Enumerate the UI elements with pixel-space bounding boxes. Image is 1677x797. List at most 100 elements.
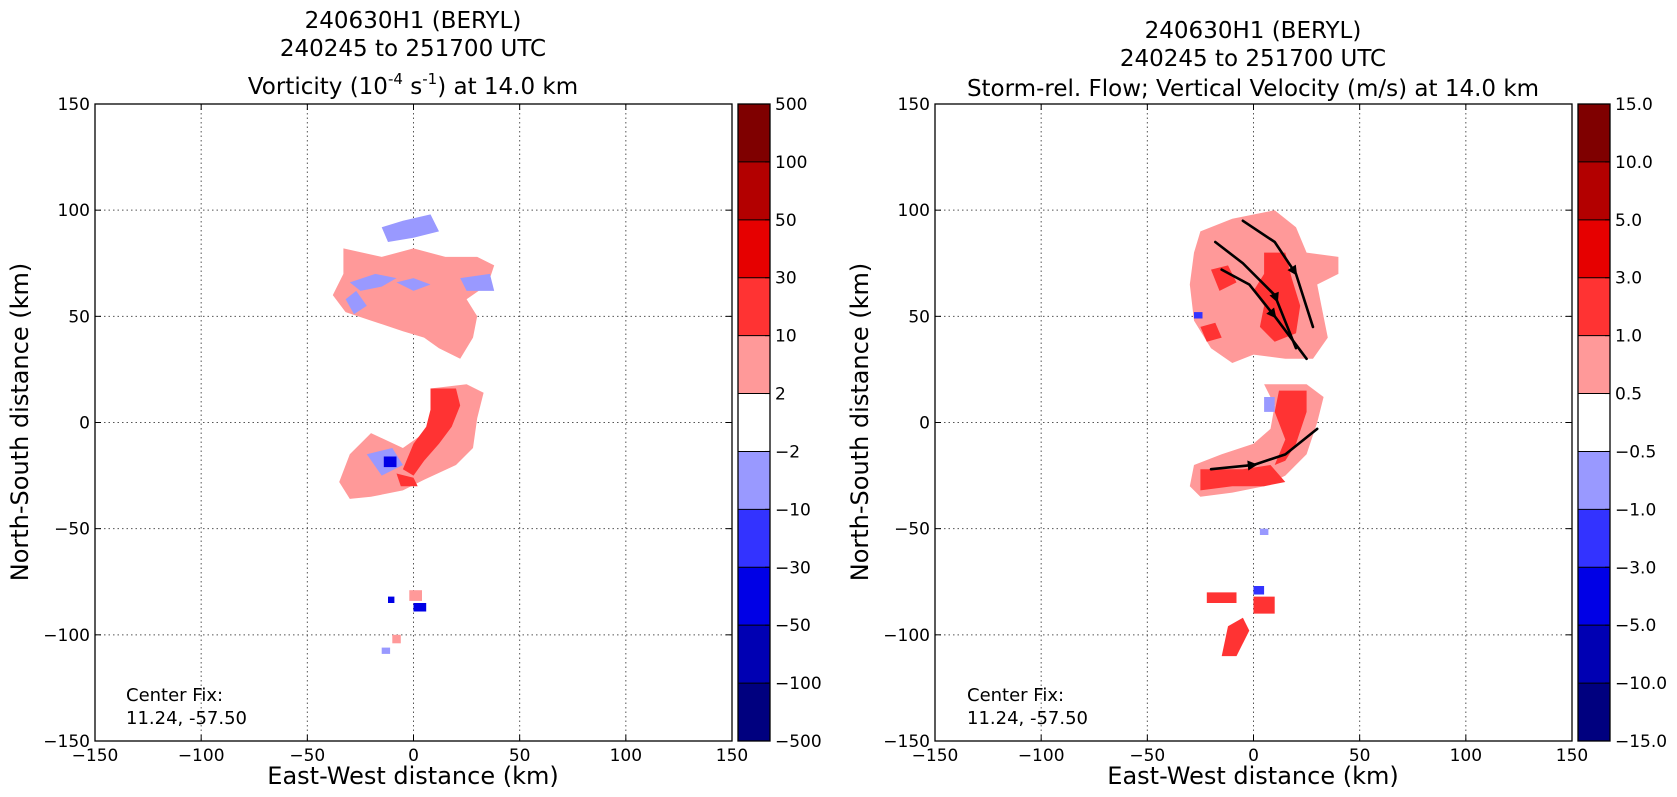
field-region bbox=[345, 290, 367, 315]
streamline bbox=[1209, 427, 1319, 471]
x-tick-label: −150 bbox=[912, 746, 959, 766]
title-sup-1: -4 bbox=[388, 70, 403, 88]
field-region bbox=[396, 473, 418, 487]
streamline bbox=[1220, 268, 1308, 361]
colorbar-band bbox=[1578, 451, 1610, 510]
field-region bbox=[1274, 390, 1307, 465]
title-line-1: 240630H1 (BERYL) bbox=[305, 8, 522, 34]
colorbar-band bbox=[738, 104, 770, 162]
colorbar-band bbox=[1578, 509, 1610, 568]
colorbar-tick-label: −1.0 bbox=[1615, 500, 1656, 520]
title-line-2: 240245 to 251700 UTC bbox=[1120, 46, 1386, 72]
colorbar-tick-label: 10 bbox=[775, 327, 797, 347]
colorbar-band bbox=[1578, 219, 1610, 278]
y-tick-label: 150 bbox=[58, 95, 90, 115]
colorbar-tick-label: −3.0 bbox=[1615, 558, 1656, 578]
colorbar-frame bbox=[1577, 103, 1611, 742]
y-axis-label: North-South distance (km) bbox=[846, 263, 874, 582]
streamline-arrow bbox=[1287, 264, 1298, 276]
colorbar-band bbox=[738, 451, 770, 510]
field-region bbox=[1206, 592, 1237, 603]
colorbar-tick-label: −10 bbox=[775, 500, 811, 520]
colorbar-tick-label: 10.0 bbox=[1615, 153, 1653, 173]
colorbar-band bbox=[738, 683, 770, 741]
colorbar-band bbox=[738, 393, 770, 452]
center-fix-label: Center Fix: bbox=[126, 685, 223, 706]
field-region bbox=[409, 590, 422, 601]
y-tick-label: 100 bbox=[58, 201, 90, 221]
colorbar-band bbox=[1578, 567, 1610, 626]
y-tick-label: −50 bbox=[894, 520, 930, 540]
y-tick-label: −150 bbox=[883, 732, 930, 752]
colorbar-band bbox=[1578, 277, 1610, 336]
field-region bbox=[1211, 265, 1237, 291]
x-tick-label: 100 bbox=[610, 746, 642, 766]
x-tick-label: −100 bbox=[178, 746, 225, 766]
colorbar-tick-label: −10.0 bbox=[1615, 674, 1667, 694]
colorbar-band bbox=[738, 161, 770, 220]
field-region bbox=[392, 634, 401, 644]
field-region bbox=[460, 273, 495, 291]
colorbar-band bbox=[1578, 104, 1610, 162]
colorbar-band bbox=[1578, 683, 1610, 741]
colorbar-tick-label: 100 bbox=[775, 153, 807, 173]
vorticity-field bbox=[332, 214, 495, 654]
storm-relative-streamlines bbox=[1209, 219, 1319, 471]
y-tick-label: −150 bbox=[43, 732, 90, 752]
colorbar-tick-label: 0.5 bbox=[1615, 385, 1642, 405]
x-tick-label: 100 bbox=[1450, 746, 1482, 766]
streamline bbox=[1213, 240, 1298, 350]
colorbar-tick-label: 500 bbox=[775, 95, 807, 115]
vertical-velocity-field bbox=[1189, 210, 1339, 657]
x-tick-label: 150 bbox=[716, 746, 748, 766]
x-tick-label: 50 bbox=[509, 746, 531, 766]
field-region bbox=[1264, 397, 1275, 412]
y-tick-label: 150 bbox=[898, 95, 930, 115]
x-tick-label: −50 bbox=[1129, 746, 1165, 766]
colorbar-band bbox=[738, 277, 770, 336]
axis-ticks: −150 −100 −50 0 50 100 150 −150 −100 −50 0 50 100 150 bbox=[883, 95, 1588, 766]
y-tick-label: 50 bbox=[908, 307, 930, 327]
colorbar-tick-label: 50 bbox=[775, 211, 797, 231]
y-tick-label: −100 bbox=[43, 626, 90, 646]
colorbar-band bbox=[738, 219, 770, 278]
field-region bbox=[349, 273, 397, 291]
colorbar-tick-label: −2 bbox=[775, 442, 800, 462]
title-suffix: ) at 14.0 km bbox=[437, 74, 578, 100]
colorbar-tick-label: −50 bbox=[775, 616, 811, 636]
center-fix-label: Center Fix: bbox=[967, 685, 1064, 706]
streamline-arrow bbox=[1266, 307, 1277, 319]
y-tick-label: 100 bbox=[898, 201, 930, 221]
colorbar-band bbox=[738, 567, 770, 626]
field-region bbox=[413, 603, 427, 612]
colorbar-tick-label: −100 bbox=[775, 674, 822, 694]
plot-background bbox=[95, 104, 732, 741]
title-sup-2: -1 bbox=[422, 70, 437, 88]
x-axis-label: East-West distance (km) bbox=[1107, 762, 1398, 790]
colorbar-tick-label: 5.0 bbox=[1615, 211, 1642, 231]
vorticity-colorbar: 500 100 50 30 10 2 −2 −10 −30 −50 −100 −500 bbox=[737, 95, 822, 752]
x-tick-label: −100 bbox=[1018, 746, 1065, 766]
colorbar-tick-label: −30 bbox=[775, 558, 811, 578]
x-tick-label: 50 bbox=[1349, 746, 1371, 766]
field-region bbox=[383, 456, 397, 468]
colorbar-tick-label: −500 bbox=[775, 732, 822, 752]
field-region bbox=[388, 596, 395, 603]
center-fix-value: 11.24, -57.50 bbox=[967, 708, 1088, 729]
colorbar-band bbox=[1578, 393, 1610, 452]
field-region bbox=[402, 388, 461, 476]
plot-background bbox=[935, 104, 1572, 741]
y-tick-label: 0 bbox=[919, 414, 930, 434]
axis-ticks: −150 −100 −50 0 50 100 150 −150 −100 −50 0 50 100 150 bbox=[43, 95, 748, 766]
colorbar-tick-label: 2 bbox=[775, 385, 786, 405]
title-line-3: Vorticity (10-4 s-1) at 14.0 km bbox=[248, 70, 578, 100]
vertical-velocity-panel: 240630H1 (BERYL) 240245 to 251700 UTC St… bbox=[846, 18, 1667, 790]
field-region bbox=[1200, 465, 1286, 491]
x-axis-label: East-West distance (km) bbox=[267, 762, 558, 790]
colorbar-band bbox=[738, 625, 770, 684]
x-tick-label: 150 bbox=[1556, 746, 1588, 766]
y-tick-label: 50 bbox=[68, 307, 90, 327]
y-tick-label: −50 bbox=[54, 520, 90, 540]
title-mid: s bbox=[403, 74, 422, 100]
